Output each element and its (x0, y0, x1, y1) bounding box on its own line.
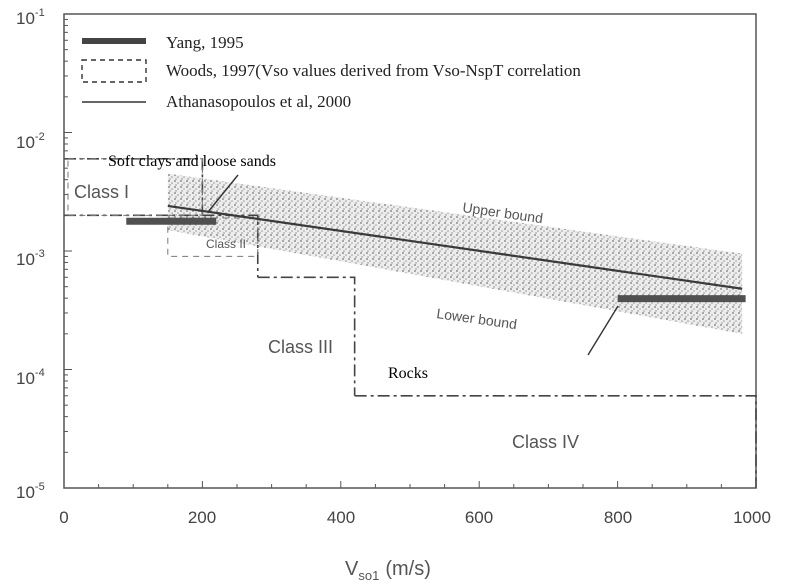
series-yang (126, 217, 746, 303)
woods-box (67, 158, 203, 216)
class-region-boundary (354, 394, 757, 488)
x-tick-label: 600 (465, 508, 493, 527)
label-class-1: Class I (74, 182, 129, 202)
yang-segment (126, 217, 217, 225)
x-tick-label: 400 (327, 508, 355, 527)
x-axis-title: Vso1 (m/s) (345, 558, 431, 583)
x-tick-label: 800 (604, 508, 632, 527)
series-athanasopoulos (167, 204, 743, 290)
axis-ticks (63, 18, 757, 489)
annotation-rocks: Rocks (388, 365, 428, 382)
x-tick-label: 0 (59, 508, 68, 527)
annotation-arrow-soft (207, 174, 239, 213)
bounds-band (167, 173, 743, 334)
y-axis-labels: 10-1 10-2 10-3 10-4 10-5 (16, 7, 45, 502)
class-region-boundary (202, 214, 259, 278)
class-region-boundary (257, 276, 356, 396)
x-tick-label: 1000 (733, 508, 771, 527)
annotation-soft-clays: Soft clays and loose sands (108, 153, 276, 170)
legend-swatch-woods (81, 59, 147, 83)
y-tick-label: 10-2 (16, 131, 45, 152)
y-tick-label: 10-3 (16, 248, 45, 269)
y-tick-label: 10-4 (16, 367, 45, 388)
legend-label-woods: Woods, 1997(Vso values derived from Vso-… (166, 61, 581, 80)
label-class-4: Class IV (512, 432, 579, 452)
annotation-arrow-rocks (587, 305, 619, 356)
legend-swatch-yang (82, 38, 146, 44)
label-lower-bound: Lower bound (436, 305, 518, 332)
legend-label-athanasopoulos: Athanasopoulos et al, 2000 (166, 92, 351, 111)
label-class-3: Class III (268, 337, 333, 357)
legend-label-yang: Yang, 1995 (166, 33, 244, 52)
legend: Yang, 1995 Woods, 1997(Vso values derive… (81, 33, 581, 111)
yang-segment (617, 295, 746, 303)
y-tick-label: 10-1 (16, 7, 45, 28)
y-tick-label: 10-5 (16, 481, 45, 502)
x-tick-label: 200 (188, 508, 216, 527)
label-class-2: Class II (206, 237, 246, 251)
x-axis-labels: 0 200 400 600 800 1000 (59, 508, 771, 527)
